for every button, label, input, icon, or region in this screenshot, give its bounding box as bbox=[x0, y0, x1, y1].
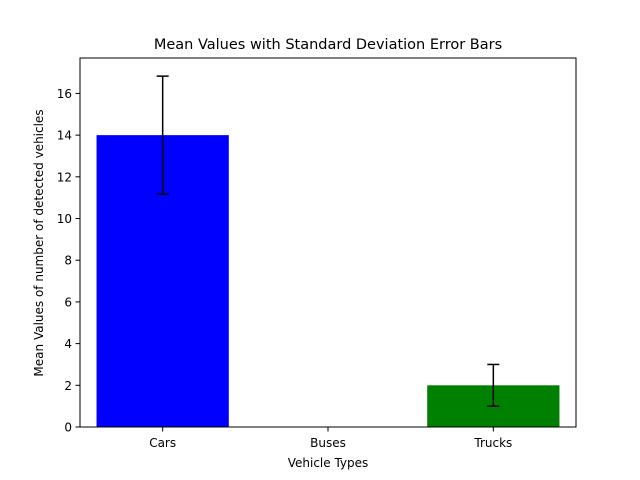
y-tick-label: 4 bbox=[64, 337, 72, 351]
y-axis-label: Mean Values of number of detected vehicl… bbox=[32, 109, 46, 376]
y-tick-label: 2 bbox=[64, 379, 72, 393]
x-tick-label: Cars bbox=[149, 436, 176, 450]
x-tick-label: Buses bbox=[310, 436, 346, 450]
y-tick-label: 8 bbox=[64, 254, 72, 268]
y-tick-label: 0 bbox=[64, 421, 72, 435]
y-tick-label: 10 bbox=[57, 212, 72, 226]
ticks-layer: Cars Buses Trucks 0 2 4 6 8 10 12 14 16 bbox=[57, 87, 513, 450]
y-tick-label: 14 bbox=[57, 129, 72, 143]
x-tick-label: Trucks bbox=[473, 436, 512, 450]
y-tick-label: 12 bbox=[57, 170, 72, 184]
x-axis-label: Vehicle Types bbox=[288, 456, 369, 470]
chart-title: Mean Values with Standard Deviation Erro… bbox=[154, 37, 502, 53]
y-tick-label: 6 bbox=[64, 295, 72, 309]
y-tick-label: 16 bbox=[57, 87, 72, 101]
errorbars-layer bbox=[156, 75, 500, 407]
